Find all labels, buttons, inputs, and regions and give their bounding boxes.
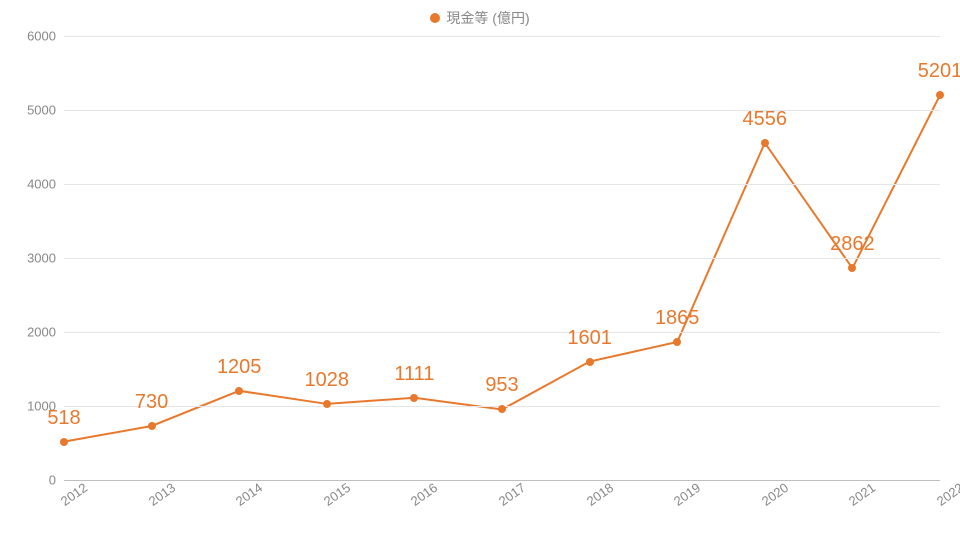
data-label: 1865 bbox=[655, 307, 700, 334]
data-point bbox=[60, 438, 68, 446]
data-label: 1205 bbox=[217, 356, 262, 383]
data-label: 2862 bbox=[830, 233, 875, 260]
line-chart: 現金等 (億円) 0100020003000400050006000201220… bbox=[0, 0, 960, 540]
data-point bbox=[761, 139, 769, 147]
data-point bbox=[936, 91, 944, 99]
legend-marker bbox=[430, 13, 440, 23]
gridline bbox=[64, 258, 940, 259]
data-label: 518 bbox=[47, 407, 80, 434]
gridline bbox=[64, 36, 940, 37]
gridline bbox=[64, 110, 940, 111]
data-label: 5201 bbox=[918, 60, 960, 87]
data-point bbox=[498, 405, 506, 413]
data-point bbox=[586, 358, 594, 366]
data-point bbox=[410, 394, 418, 402]
data-label: 4556 bbox=[743, 108, 788, 135]
y-tick-label: 3000 bbox=[27, 251, 64, 266]
data-point bbox=[148, 422, 156, 430]
data-point bbox=[673, 338, 681, 346]
y-tick-label: 2000 bbox=[27, 325, 64, 340]
data-point bbox=[848, 264, 856, 272]
data-label: 1028 bbox=[305, 369, 350, 396]
gridline bbox=[64, 184, 940, 185]
data-point bbox=[235, 387, 243, 395]
data-label: 953 bbox=[485, 374, 518, 401]
y-tick-label: 4000 bbox=[27, 177, 64, 192]
y-tick-label: 5000 bbox=[27, 103, 64, 118]
plot-area: 0100020003000400050006000201220132014201… bbox=[64, 36, 940, 480]
legend: 現金等 (億円) bbox=[0, 8, 960, 28]
data-label: 730 bbox=[135, 391, 168, 418]
y-tick-label: 6000 bbox=[27, 29, 64, 44]
legend-label: 現金等 (億円) bbox=[446, 10, 529, 26]
gridline bbox=[64, 332, 940, 333]
data-label: 1111 bbox=[394, 363, 434, 390]
data-point bbox=[323, 400, 331, 408]
data-label: 1601 bbox=[567, 327, 612, 354]
